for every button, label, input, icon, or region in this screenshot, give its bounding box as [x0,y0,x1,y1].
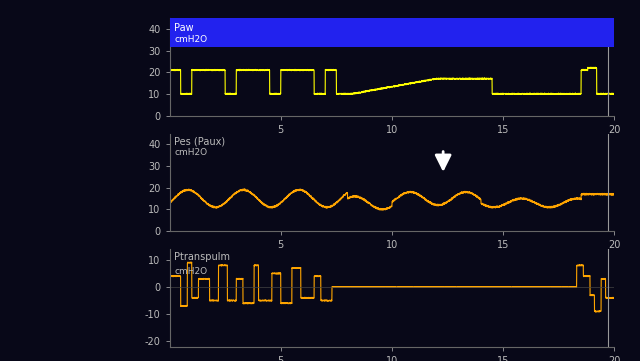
Text: cmH2O: cmH2O [174,148,207,157]
Text: Paw: Paw [174,23,194,33]
Text: Pes (Paux): Pes (Paux) [174,136,225,147]
Text: cmH2O: cmH2O [174,267,207,276]
Text: Ptranspulm: Ptranspulm [174,252,230,262]
Bar [170,18,614,47]
Text: cmH2O: cmH2O [174,35,207,44]
